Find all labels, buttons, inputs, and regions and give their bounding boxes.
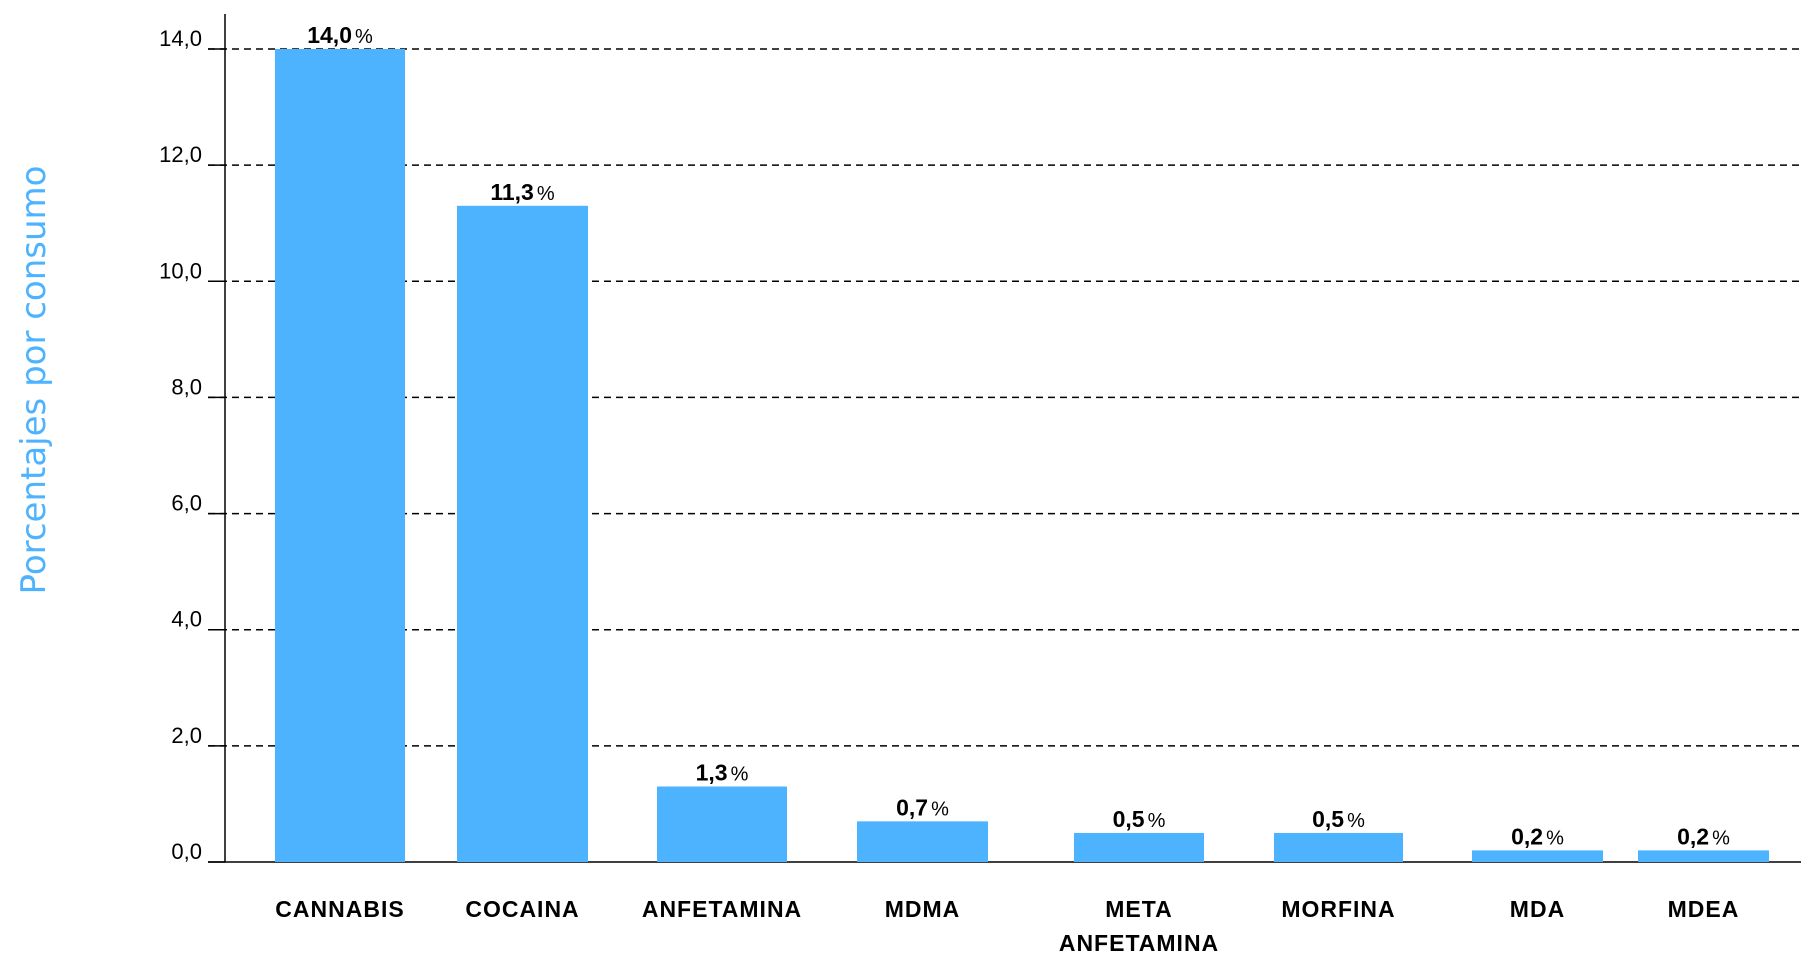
y-tick-label: 12,0 xyxy=(159,142,202,167)
data-label: 1,3% xyxy=(696,760,749,786)
bar xyxy=(1074,832,1204,862)
bar xyxy=(1472,850,1603,862)
y-tick-label: 14,0 xyxy=(159,26,202,51)
y-tick-label: 10,0 xyxy=(159,258,202,283)
category-labels: CANNABIS COCAINA ANFETAMINA MDMA META ANFETAM… xyxy=(275,896,1740,956)
data-label: 0,2% xyxy=(1677,823,1730,849)
category-label: ANFETAMINA xyxy=(642,896,802,922)
category-label: MDA xyxy=(1510,896,1565,922)
category-label: COCAINA xyxy=(465,896,579,922)
y-axis-label: Porcentajes por consumo xyxy=(14,166,54,595)
data-label: 0,7% xyxy=(896,794,949,820)
bars xyxy=(275,49,1769,863)
data-label: 0,5% xyxy=(1113,806,1166,832)
y-tick-label: 0,0 xyxy=(171,839,202,864)
category-label: MORFINA xyxy=(1281,896,1395,922)
category-label: CANNABIS xyxy=(275,896,404,922)
y-tick-label: 6,0 xyxy=(171,491,202,516)
y-tick-label: 2,0 xyxy=(171,723,202,748)
bar xyxy=(1274,832,1403,862)
data-labels: 14,0 % 11,3 % 1,3 % 0,7% 0,5% 0,5 % 0,2% 0,2% xyxy=(307,22,1730,849)
category-label: MDEA xyxy=(1668,896,1740,922)
category-label: MDMA xyxy=(885,896,961,922)
category-label: META xyxy=(1105,896,1172,922)
y-tick-label: 4,0 xyxy=(171,607,202,632)
bar xyxy=(657,786,787,862)
data-label: 0,2% xyxy=(1511,823,1564,849)
bar xyxy=(275,49,405,862)
data-label: 0,5% xyxy=(1312,806,1365,832)
bar xyxy=(457,205,588,863)
data-label: 14,0% xyxy=(307,22,373,48)
data-label: 11,3% xyxy=(490,179,555,205)
category-label: ANFETAMINA xyxy=(1059,930,1219,956)
y-tick-label: 8,0 xyxy=(171,374,202,399)
bar xyxy=(857,821,988,862)
axes: 0,0 2,0 4,0 6,0 8,0 10,0 12,0 14,0 xyxy=(159,14,1801,864)
bar xyxy=(1638,850,1769,862)
grid-lines xyxy=(208,48,1801,747)
